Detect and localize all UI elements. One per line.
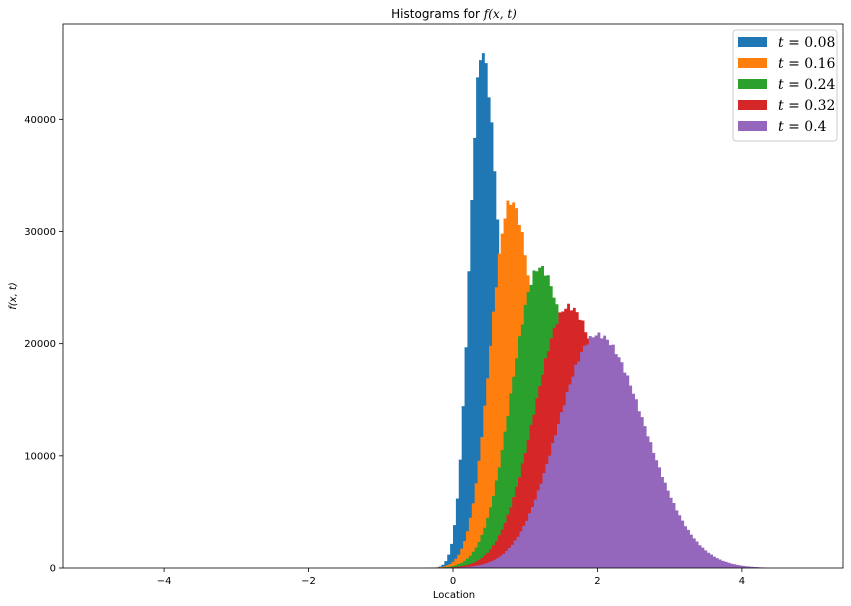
legend-swatch <box>738 37 767 47</box>
y-tick-label: 40000 <box>24 115 56 126</box>
y-tick-label: 30000 <box>24 227 56 238</box>
y-axis: 0 10000 20000 30000 40000 <box>24 115 63 575</box>
x-tick-label: 2 <box>594 576 600 587</box>
plot-area <box>395 53 768 568</box>
legend-label: t = 0.08 <box>778 35 835 51</box>
legend-label: t = 0.32 <box>778 98 835 114</box>
legend-label: t = 0.24 <box>778 77 836 93</box>
y-tick-label: 20000 <box>24 339 56 350</box>
legend: t = 0.08 t = 0.16 t = 0.24 t = 0.32 t = 0.4 <box>732 29 838 142</box>
x-axis-label: Location <box>433 590 475 601</box>
y-tick-label: 10000 <box>24 451 56 462</box>
legend-swatch <box>738 58 767 68</box>
legend-label: t = 0.4 <box>778 119 827 135</box>
x-tick-label: 0 <box>450 576 456 587</box>
x-tick-label: −2 <box>301 576 316 587</box>
x-tick-label: 4 <box>739 576 745 587</box>
x-tick-label: −4 <box>157 576 172 587</box>
chart-title-text: Histograms for <box>391 7 484 21</box>
chart-title: Histograms for f(x, t) <box>391 7 517 21</box>
histogram-series-5 <box>395 332 768 568</box>
y-axis-label: f(x, t) <box>8 282 19 310</box>
legend-label: t = 0.16 <box>778 56 836 72</box>
x-axis: −4 −2 0 2 4 <box>157 568 745 587</box>
legend-swatch <box>738 100 767 110</box>
legend-box <box>732 29 838 142</box>
histogram-series-1 <box>409 53 555 568</box>
legend-swatch <box>738 79 767 89</box>
legend-swatch <box>738 121 767 131</box>
chart-title-math: f(x, t) <box>483 7 517 21</box>
y-tick-label: 0 <box>50 564 56 575</box>
